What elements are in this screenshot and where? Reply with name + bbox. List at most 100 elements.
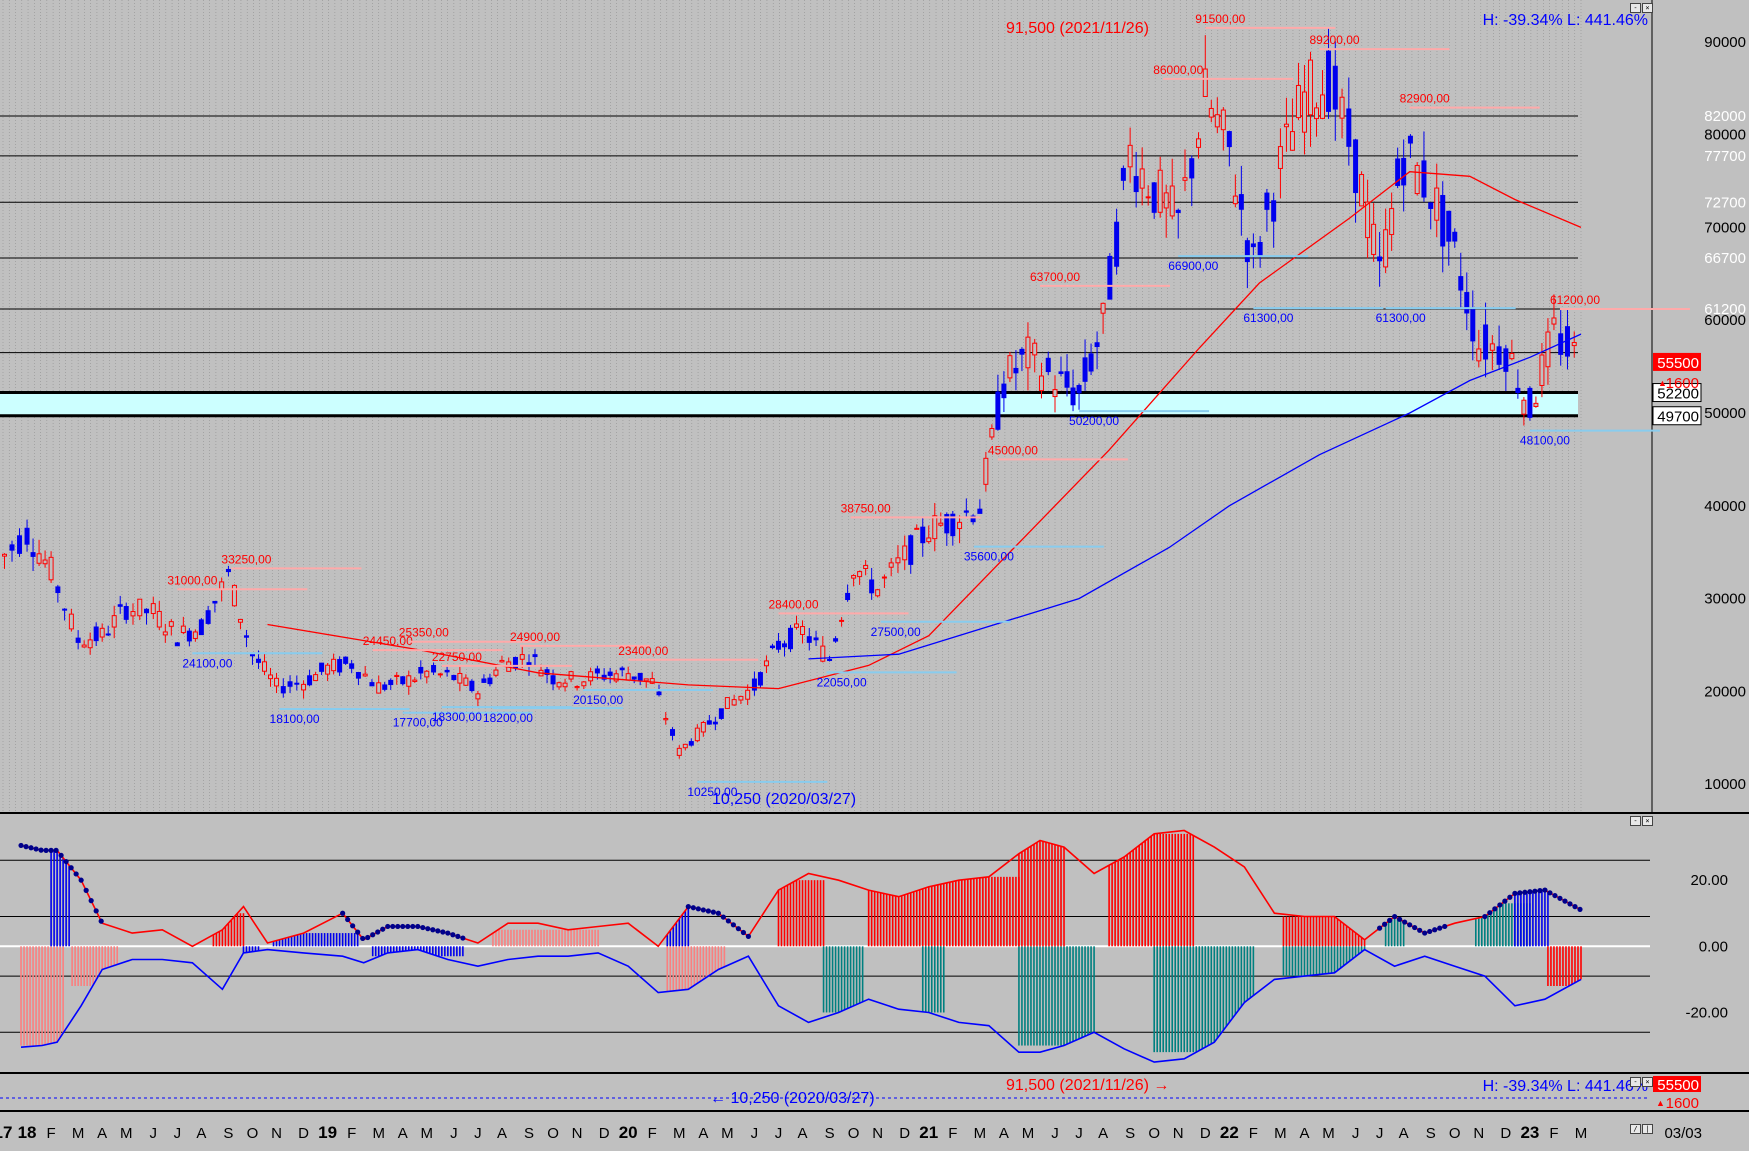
candle-body <box>983 457 989 485</box>
close-strip-pane-button[interactable]: × <box>1642 1077 1653 1087</box>
candle-body <box>87 639 93 649</box>
time-tick-label: O <box>848 1125 860 1142</box>
high-annotation: 82900,00 <box>1400 92 1450 106</box>
candle-body <box>1326 50 1332 112</box>
candle-body <box>631 676 637 680</box>
time-tick-label: A <box>196 1125 206 1142</box>
low-annotation: 61300,00 <box>1243 311 1293 325</box>
candle-body <box>1533 402 1539 407</box>
high-annotation: 24900,00 <box>510 630 560 644</box>
candle-body <box>800 626 806 635</box>
signal-dot <box>345 916 351 923</box>
time-tick-label: A <box>798 1125 808 1142</box>
candle-body <box>130 611 136 617</box>
candle-body <box>337 659 343 673</box>
candle-body <box>1332 65 1338 110</box>
time-tick-label: M <box>120 1125 133 1142</box>
scroll-end-icon[interactable]: | <box>1642 1124 1653 1134</box>
candle-body <box>225 568 231 573</box>
candle-body <box>1038 375 1044 392</box>
signal-dot <box>18 842 24 849</box>
time-tick-label: N <box>872 1125 883 1142</box>
minimize-price-pane-button[interactable]: - <box>1630 3 1641 13</box>
candle-body <box>1551 317 1557 325</box>
candle-body <box>920 526 926 544</box>
candle-body <box>156 610 162 628</box>
signal-dot <box>435 928 441 934</box>
time-tick-label: 18 <box>18 1123 37 1142</box>
time-tick-label: J <box>751 1125 759 1142</box>
candle-body <box>307 675 313 686</box>
candle-body <box>1359 174 1365 207</box>
candle-body <box>1307 59 1313 116</box>
candle-body <box>261 661 267 672</box>
time-tick-label: F <box>948 1125 957 1142</box>
signal-dot <box>375 929 381 935</box>
moving-average-line <box>808 333 1582 660</box>
candle-body <box>643 678 649 682</box>
signal-dot <box>445 930 451 936</box>
scroll-handle-icon[interactable]: / <box>1630 1124 1641 1134</box>
high-annotation: 45000,00 <box>988 443 1038 457</box>
up-arrow-icon: ▲ <box>1658 378 1667 388</box>
time-tick-label: M <box>1322 1125 1335 1142</box>
candle-body <box>1114 221 1120 267</box>
high-annotation: 31000,00 <box>167 573 217 587</box>
candle-body <box>619 667 625 671</box>
signal-dot <box>1542 887 1548 893</box>
oscillator-tick-label: -20.00 <box>1685 1004 1728 1021</box>
time-tick-label: M <box>72 1125 85 1142</box>
signal-dot <box>23 844 29 850</box>
signal-dot <box>1547 890 1553 896</box>
candle-body <box>68 613 74 630</box>
price-tick-label: 50000 <box>1704 405 1746 422</box>
oscillator-pane[interactable]: 20.00 0.00 -20.00 <box>0 814 1749 1072</box>
low-annotation: 35600,00 <box>964 550 1014 564</box>
low-annotation: 48100,00 <box>1520 434 1570 448</box>
close-oscillator-pane-button[interactable]: × <box>1642 816 1653 826</box>
close-price-pane-button[interactable]: × <box>1642 3 1653 13</box>
oscillator-histogram <box>20 833 1582 1053</box>
candle-body <box>42 559 48 565</box>
time-tick-label: D <box>1200 1125 1211 1142</box>
signal-dot <box>1377 925 1383 931</box>
time-tick-label: A <box>698 1125 708 1142</box>
candle-body <box>694 727 700 742</box>
candle-body <box>62 608 68 611</box>
high-annotation: 28400,00 <box>768 597 818 611</box>
candle-body <box>475 693 481 700</box>
signal-dot <box>48 847 54 853</box>
candle-body <box>532 654 538 658</box>
time-tick-label: S <box>223 1125 233 1142</box>
candle-body <box>424 670 430 678</box>
signal-dot <box>98 918 104 924</box>
candle-body <box>1371 223 1377 255</box>
candle-body <box>117 604 123 607</box>
candle-body <box>463 677 469 686</box>
candle-body <box>93 626 99 642</box>
candle-body <box>1571 342 1577 347</box>
candle-body <box>1145 196 1151 199</box>
signal-dot <box>1407 922 1413 928</box>
candle-body <box>1064 371 1070 388</box>
price-tick-label: 70000 <box>1704 219 1746 236</box>
candle-body <box>1395 158 1401 186</box>
signal-dot <box>78 877 84 883</box>
candle-body <box>1440 194 1446 247</box>
candle-body <box>1434 187 1440 221</box>
minimize-strip-pane-button[interactable]: - <box>1630 1077 1641 1087</box>
signal-dot <box>440 929 446 935</box>
candle-body <box>1346 108 1352 147</box>
candle-body <box>1289 131 1295 151</box>
minimize-oscillator-pane-button[interactable]: - <box>1630 816 1641 826</box>
signal-dot <box>350 923 356 929</box>
time-tick-label: F <box>1549 1125 1558 1142</box>
signal-dot <box>450 932 456 938</box>
candle-body <box>1094 342 1100 348</box>
candle-body <box>787 627 793 650</box>
high-annotation: 23400,00 <box>618 644 668 658</box>
strip-price-box <box>1653 1076 1701 1092</box>
axis-background <box>0 1112 1749 1151</box>
candle-body <box>932 515 938 540</box>
